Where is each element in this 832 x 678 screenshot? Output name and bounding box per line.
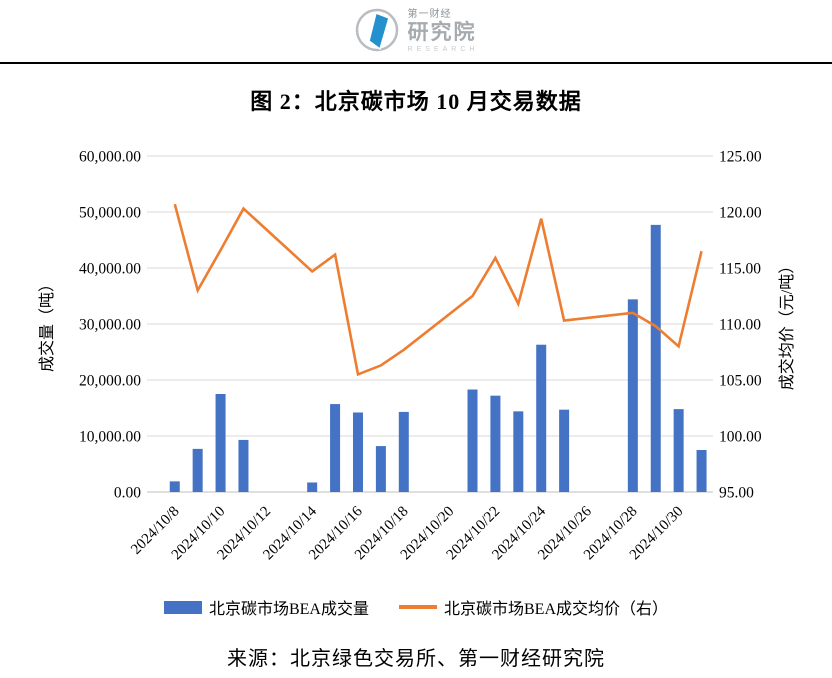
volume-bar <box>490 395 501 492</box>
left-axis-tick-label: 30,000.00 <box>79 317 141 334</box>
header: 第一财经 研究院 RESEARCH <box>0 0 832 62</box>
volume-bar <box>513 411 524 492</box>
volume-bar <box>398 411 409 492</box>
volume-bar <box>352 412 363 492</box>
volume-bar <box>559 409 570 492</box>
volume-bar <box>467 389 478 492</box>
volume-bar <box>192 448 203 492</box>
legend-item-volume: 北京碳市场BEA成交量 <box>163 595 369 619</box>
volume-bar <box>169 481 180 492</box>
right-axis-tick-label: 115.00 <box>719 261 761 278</box>
right-axis-tick-label: 110.00 <box>719 317 761 334</box>
price-line-swatch-icon <box>399 605 437 609</box>
right-axis-tick-label: 100.00 <box>719 429 762 446</box>
legend-label-volume: 北京碳市场BEA成交量 <box>208 601 369 618</box>
volume-bar <box>696 450 707 492</box>
logo-mark-icon <box>355 8 398 52</box>
price-line <box>173 203 703 377</box>
brand-cn-large: 研究院 <box>407 20 477 44</box>
left-axis-title: 成交量（吨） <box>38 276 56 372</box>
brand-cn-small: 第一财经 <box>407 8 452 20</box>
right-axis-tick-label: 105.00 <box>719 373 762 390</box>
left-axis-tick-label: 0.00 <box>114 485 141 502</box>
right-axis-tick-label: 125.00 <box>719 149 762 166</box>
legend-label-price: 北京碳市场BEA成交均价（右） <box>444 601 669 618</box>
logo: 第一财经 研究院 RESEARCH <box>354 5 479 57</box>
volume-bar <box>215 394 226 492</box>
legend: 北京碳市场BEA成交量 北京碳市场BEA成交均价（右） <box>0 595 832 619</box>
brand-en: RESEARCH <box>407 45 479 53</box>
volume-bar <box>673 409 684 492</box>
left-axis-tick-label: 50,000.00 <box>79 205 141 222</box>
chart-plot-area: 60,000.00 50,000.00 40,000.00 30,000.00 20,0… <box>38 149 796 564</box>
right-axis-title: 成交均价（元/吨） <box>778 258 796 390</box>
right-axis-tick-label: 120.00 <box>719 205 762 222</box>
volume-bar <box>307 482 318 492</box>
source-note: 来源：北京绿色交易所、第一财经研究院 <box>227 648 605 670</box>
volume-bar <box>238 439 249 492</box>
legend-item-price: 北京碳市场BEA成交均价（右） <box>399 595 668 619</box>
volume-bar <box>627 299 638 492</box>
header-divider <box>0 62 832 64</box>
chart-title: 图 2：北京碳市场 10 月交易数据 <box>250 89 582 114</box>
left-axis-tick-label: 20,000.00 <box>79 373 141 390</box>
right-axis-tick-label: 95.00 <box>719 485 754 502</box>
left-axis-tick-label: 60,000.00 <box>79 149 141 166</box>
volume-bar <box>536 344 547 492</box>
brand-text: 第一财经 研究院 RESEARCH <box>407 8 479 53</box>
volume-bar <box>330 404 341 492</box>
left-axis-tick-label: 40,000.00 <box>79 261 141 278</box>
volume-bar <box>375 446 386 492</box>
volume-bar-swatch-icon <box>163 600 202 614</box>
left-axis-tick-label: 10,000.00 <box>79 429 141 446</box>
volume-bar <box>650 224 661 492</box>
